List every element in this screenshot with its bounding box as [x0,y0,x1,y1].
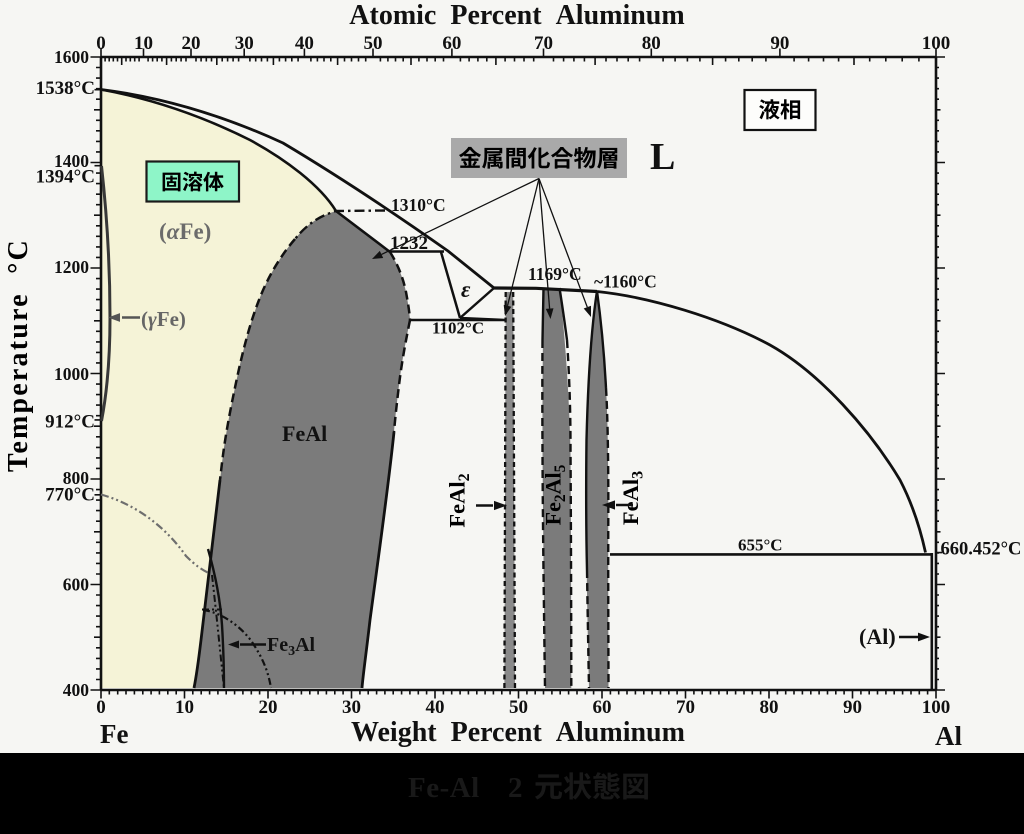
svg-text:90: 90 [843,697,862,718]
svg-text:770°C: 770°C [45,485,95,506]
svg-text:0: 0 [96,697,106,718]
svg-text:100: 100 [922,697,951,718]
svg-text:ε: ε [461,277,471,302]
svg-text:50: 50 [509,697,528,718]
svg-text:20: 20 [181,33,200,54]
svg-text:Fe: Fe [100,719,128,749]
svg-text:1232: 1232 [390,233,428,254]
svg-text:90: 90 [770,33,789,54]
svg-text:600: 600 [63,575,90,595]
svg-text:400: 400 [63,680,90,700]
svg-text:FeAl2: FeAl2 [445,473,474,527]
svg-text:1600: 1600 [54,47,89,67]
svg-text:912°C: 912°C [45,412,95,433]
svg-text:(Al): (Al) [859,624,896,649]
svg-text:80: 80 [760,697,779,718]
svg-text:Al: Al [935,721,962,751]
svg-text:(γFe): (γFe) [141,307,186,331]
svg-text:Temperature °C: Temperature °C [3,238,34,472]
svg-text:800: 800 [63,468,90,488]
svg-text:FeAl3: FeAl3 [618,471,647,525]
svg-text:40: 40 [426,697,445,718]
svg-text:1400: 1400 [54,151,89,171]
svg-text:80: 80 [642,33,661,54]
svg-text:30: 30 [342,697,361,718]
svg-text:Weight Percent Aluminum: Weight Percent Aluminum [351,717,685,748]
svg-text:~1160°C: ~1160°C [594,272,657,292]
svg-text:70: 70 [534,33,553,54]
svg-text:1000: 1000 [54,364,89,384]
svg-text:1102°C: 1102°C [432,319,484,338]
svg-text:70: 70 [676,697,695,718]
svg-text:10: 10 [175,697,194,718]
svg-text:1394°C: 1394°C [36,167,95,188]
svg-text:(αFe): (αFe) [159,219,211,244]
svg-text:40: 40 [295,33,314,54]
svg-text:FeAl: FeAl [282,421,327,446]
svg-text:Fe3Al: Fe3Al [267,634,316,659]
svg-text:50: 50 [364,33,383,54]
svg-text:Fe2Al5: Fe2Al5 [541,464,570,525]
svg-text:20: 20 [259,697,278,718]
svg-text:L: L [650,136,675,178]
svg-text:30: 30 [235,33,254,54]
svg-text:660.452°C: 660.452°C [941,540,1022,560]
svg-text:60: 60 [442,33,461,54]
svg-text:1310°C: 1310°C [391,195,446,215]
svg-text:1538°C: 1538°C [36,78,95,99]
svg-text:Atomic Percent Aluminum: Atomic Percent Aluminum [349,0,684,31]
svg-text:2: 2 [508,772,523,804]
svg-text:10: 10 [134,33,153,54]
svg-text:100: 100 [922,33,951,54]
svg-text:0: 0 [96,33,106,54]
svg-text:1169°C: 1169°C [528,264,582,284]
svg-text:Fe‐Al: Fe‐Al [408,772,480,804]
svg-text:655°C: 655°C [738,536,783,555]
svg-text:1200: 1200 [54,257,89,277]
svg-text:60: 60 [593,697,612,718]
